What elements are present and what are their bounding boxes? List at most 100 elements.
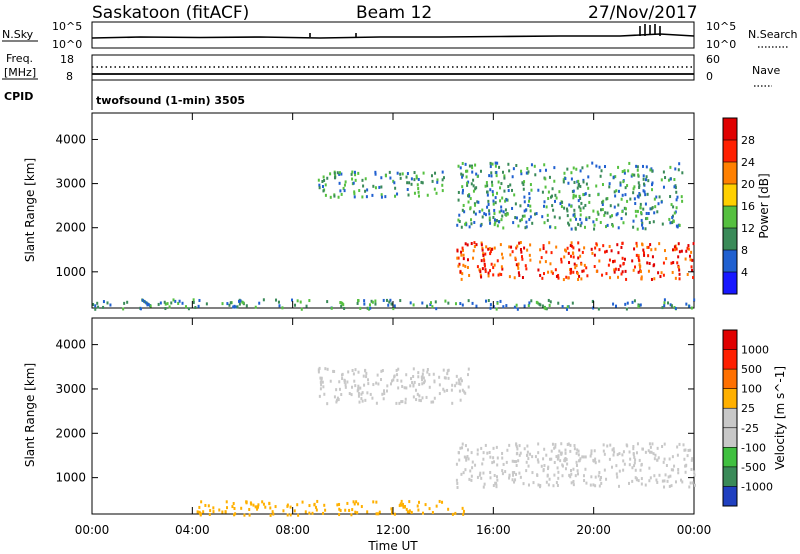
velocity-cell — [511, 459, 514, 463]
power-cell — [611, 214, 614, 218]
power-cell — [596, 210, 599, 214]
power-cell — [321, 179, 324, 183]
velocity-cell — [527, 483, 530, 487]
power-cell — [641, 221, 644, 225]
power-cell — [577, 199, 580, 203]
power-cell — [522, 187, 525, 191]
power-cell — [548, 175, 551, 179]
power-cell — [575, 167, 578, 171]
velocity-cell — [584, 467, 587, 471]
power-cell — [558, 216, 561, 220]
power-cell — [476, 174, 479, 178]
power-cell — [582, 180, 585, 184]
power-cell — [649, 243, 652, 247]
power-cell — [487, 274, 490, 278]
power-cell — [530, 163, 533, 167]
power-cell — [582, 206, 585, 210]
power-feature-3 — [456, 161, 684, 231]
power-cell — [691, 258, 694, 262]
velocity-cell — [248, 507, 251, 511]
power-cell — [385, 298, 388, 302]
velocity-cell — [372, 500, 375, 504]
power-cell — [529, 215, 532, 219]
power-cell — [192, 300, 195, 304]
power-cell — [326, 300, 329, 304]
power-cell — [545, 250, 548, 254]
power-cell — [615, 304, 618, 308]
power-cell — [341, 302, 344, 306]
velocity-cell — [465, 456, 468, 460]
velocity-cell — [365, 375, 368, 379]
power-cell — [462, 248, 465, 252]
velocity-cell — [564, 451, 567, 455]
velocity-cell — [526, 450, 529, 454]
power-cell — [401, 172, 404, 176]
power-cell — [638, 263, 641, 267]
power-cell — [673, 245, 676, 249]
power-cell — [499, 199, 502, 203]
power-cell — [459, 302, 462, 306]
power-cell — [141, 298, 144, 302]
power-cell — [545, 307, 548, 311]
velocity-cell — [689, 481, 692, 485]
power-cell — [245, 304, 248, 308]
power-feature-0 — [92, 298, 696, 311]
power-cell — [370, 299, 373, 303]
power-cell — [572, 246, 575, 250]
power-cell — [496, 191, 499, 195]
velocity-colorbar-cell — [723, 427, 737, 448]
velocity-cell — [560, 442, 563, 446]
power-cell — [638, 304, 641, 308]
velocity-cell — [269, 513, 272, 517]
velocity-cell — [401, 400, 404, 404]
power-cell — [359, 306, 362, 310]
power-cell — [456, 249, 459, 253]
power-cell — [537, 268, 540, 272]
power-cell — [511, 206, 514, 210]
power-cell — [616, 243, 619, 247]
velocity-cell — [553, 473, 556, 477]
velocity-cell — [289, 505, 292, 509]
velocity-cell — [644, 483, 647, 487]
power-cell — [579, 224, 582, 228]
power-cell — [488, 216, 491, 220]
power-cell — [554, 226, 557, 230]
velocity-cell — [542, 469, 545, 473]
velocity-cell — [428, 507, 431, 511]
velocity-cell — [496, 456, 499, 460]
velocity-cell — [623, 462, 626, 466]
velocity-cell — [665, 463, 668, 467]
power-cell — [640, 275, 643, 279]
power-cell — [501, 196, 504, 200]
power-cell — [675, 247, 678, 251]
velocity-colorbar-cell — [723, 330, 737, 351]
velocity-cell — [393, 512, 396, 516]
power-cell — [692, 276, 695, 280]
velocity-cell — [464, 444, 467, 448]
power-cell — [544, 185, 547, 189]
power-cell — [393, 181, 396, 185]
velocity-cell — [377, 512, 380, 516]
velocity-cell — [557, 454, 560, 458]
power-cell — [580, 201, 583, 205]
power-cell — [614, 267, 617, 271]
power-cell — [94, 307, 97, 311]
velocity-cell — [501, 469, 504, 473]
xtick-label: 16:00 — [476, 523, 511, 537]
power-cell — [489, 221, 492, 225]
velocity-cell — [592, 483, 595, 487]
velocity-cell — [320, 376, 323, 380]
power-cell — [415, 176, 418, 180]
power-cell — [514, 256, 517, 260]
power-cell — [624, 193, 627, 197]
power-cell — [498, 210, 501, 214]
velocity-cell — [495, 483, 498, 487]
power-cell — [159, 301, 162, 305]
power-cell — [558, 190, 561, 194]
velocity-cell — [547, 483, 550, 487]
velocity-cell — [363, 383, 366, 387]
velocity-cell — [234, 512, 237, 516]
n-search-label: N.Search — [748, 28, 798, 41]
velocity-cell — [196, 510, 199, 514]
power-cell — [676, 261, 679, 265]
